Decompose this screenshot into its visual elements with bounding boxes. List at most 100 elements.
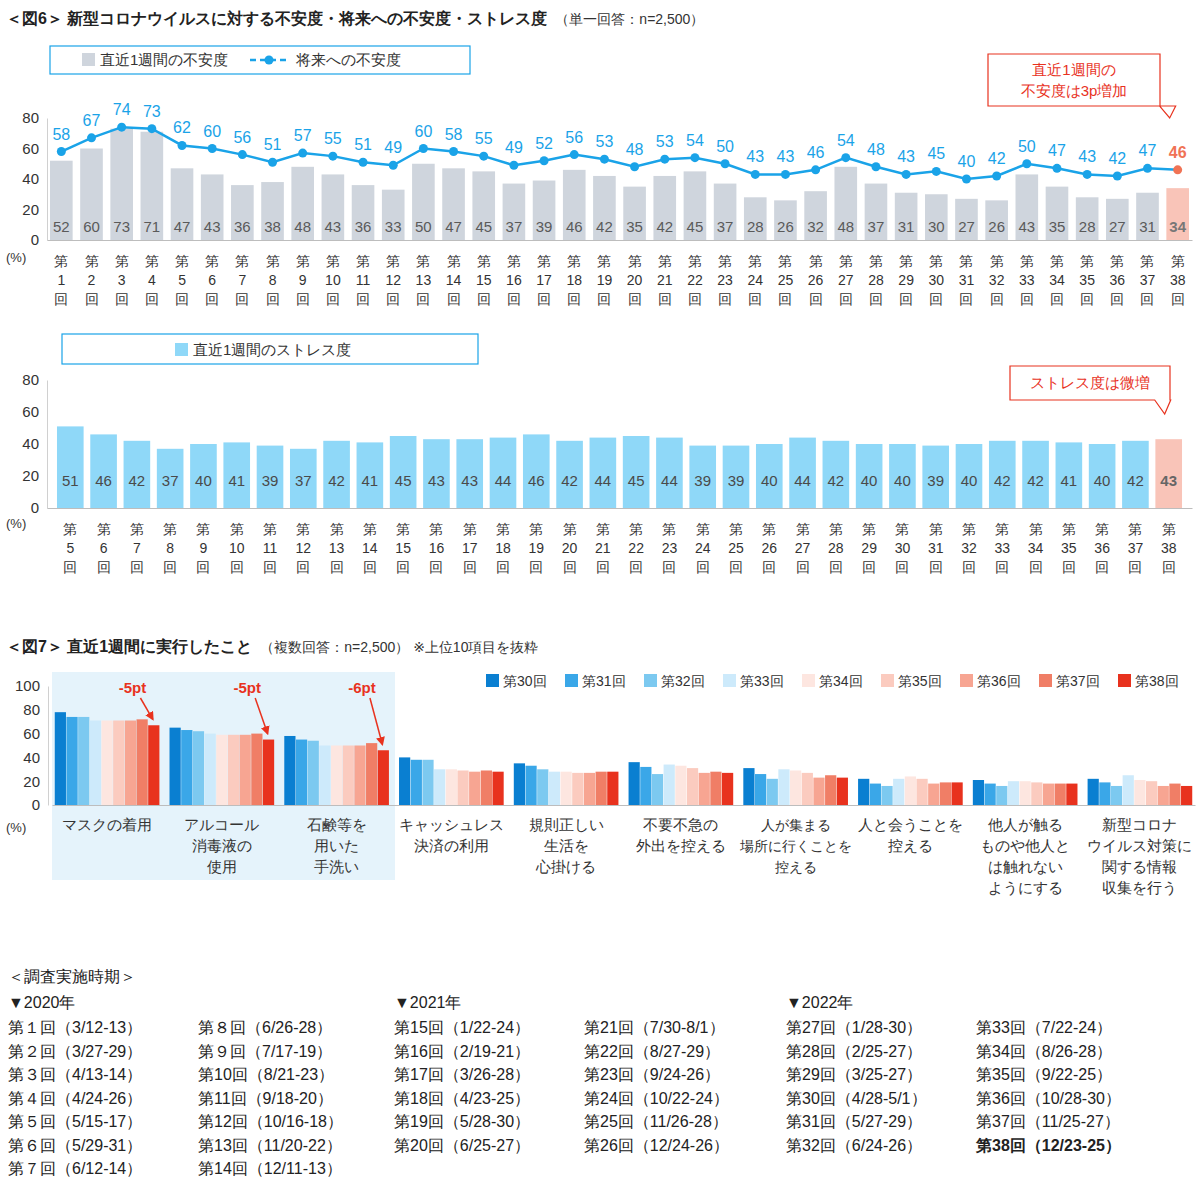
point [962,175,971,184]
x-tick-label: 第28回 [828,521,844,575]
point [389,161,398,170]
bar [90,721,101,805]
x-tick-label: 第16回 [429,521,445,575]
bar [1089,444,1116,508]
bar-label: 27 [958,218,975,235]
x-tick-label: 第36回 [1094,521,1110,575]
bar [291,167,314,240]
schedule-entry: 第６回（5/29-31） [8,1137,142,1154]
x-tick-label: 第11回 [356,253,371,307]
bar-label: 30 [928,218,945,235]
bar [525,766,536,805]
x-tick-label: 第6回 [205,253,219,307]
x-tick-label: 第14回 [446,253,462,307]
bar [549,772,560,805]
x-tick: 第7回 [130,521,144,575]
legend-swatch [82,53,95,66]
bar-label: 39 [536,218,553,235]
x-tick: 第3回 [115,253,129,307]
bar [446,769,457,805]
x-tick: 第28回 [868,253,884,307]
bar [1122,441,1149,508]
bar-label: 26 [988,218,1005,235]
x-tick-label: 第23回 [717,253,733,307]
legend-box [50,46,470,74]
data-labels: 5146423740413937424145434344464244454439… [62,472,1177,489]
bar [985,784,996,805]
bar-label: 41 [228,472,245,489]
x-tick-label: 第19回 [597,253,613,307]
bar [456,439,483,508]
x-tick-label: キャッシュレス決済の利用 [399,816,504,854]
schedule-entry: 第30回（4/28-5/1） [786,1090,927,1107]
x-tick-label: 第17回 [462,521,478,575]
legend: 第30回第31回第32回第33回第34回第35回第36回第37回第38回 [486,673,1179,689]
schedule-entry: 第３回（4/13-14） [8,1066,142,1083]
x-tick-label: 不要不急の外出を控える [636,816,726,854]
bar [296,740,307,805]
y-tick-label: 40 [22,170,39,187]
x-tick-label: 第19回 [528,521,544,575]
plot-area [50,123,1189,240]
bar-label: 28 [1079,218,1096,235]
line-label: 47 [1048,142,1066,159]
bar-label: 50 [415,218,432,235]
y-tick: 20 [23,773,48,790]
bar [390,436,417,508]
x-tick: 第21回 [657,253,673,307]
x-tick: 第7回 [235,253,249,307]
x-tick-label: 第32回 [989,253,1005,307]
bar [1056,442,1083,508]
x-tick: 第36回 [1110,253,1126,307]
x-tick: 第20回 [627,253,643,307]
bar [357,442,384,508]
x-tick: 第33回 [1019,253,1035,307]
legend-label: 将来への不安度 [295,51,401,68]
x-tick: 新型コロナウイルス対策に関する情報収集を行う [1087,816,1192,896]
x-tick: 第19回 [528,521,544,575]
line-label: 56 [233,129,251,146]
y-tick-label: 20 [23,773,40,790]
bar [710,772,721,805]
line-label: 43 [1078,148,1096,165]
bar [1146,781,1157,805]
schedule-entry: 第15回（1/22-24） [394,1019,530,1036]
bar-label: 37 [162,472,179,489]
line-label: 52 [535,135,553,152]
y-tick-label: 0 [32,796,40,813]
x-tick: 第13回 [329,521,345,575]
bar [767,779,778,805]
bar [722,773,733,805]
x-axis: 第5回第6回第7回第8回第9回第10回第11回第12回第13回第14回第15回第… [48,509,1193,576]
bar [492,772,503,805]
x-tick: 第24回 [747,253,763,307]
schedule-entry: 第26回（12/24-26） [584,1137,729,1154]
x-tick: 第9回 [296,253,310,307]
bar [653,176,676,240]
x-tick: 石鹸等を用いた手洗い [307,816,367,875]
bar-label: 40 [861,472,878,489]
bar [537,769,548,805]
x-tick-label: 第5回 [175,253,189,307]
bar [905,776,916,805]
x-tick: 第30回 [895,521,911,575]
bar-label: 44 [661,472,678,489]
bar-label: 39 [694,472,711,489]
point [328,152,337,161]
bar-label: 60 [83,218,100,235]
bar [503,184,526,240]
bar [137,719,148,805]
bar [1181,786,1192,805]
bar [940,782,951,805]
schedule-entry: 第20回（6/25-27） [394,1137,530,1154]
y-axis-line [47,119,48,241]
highlight [52,672,395,880]
x-tick-label: 第26回 [808,253,824,307]
bar-label: 43 [1160,472,1177,489]
schedule-entry: 第14回（12/11-13） [198,1160,342,1177]
annotation-arrow [255,698,267,734]
bar [423,439,450,508]
legend-swatch [960,674,973,687]
y-tick: 40 [23,749,48,766]
schedule-entry: 第10回（8/21-23） [198,1066,334,1083]
